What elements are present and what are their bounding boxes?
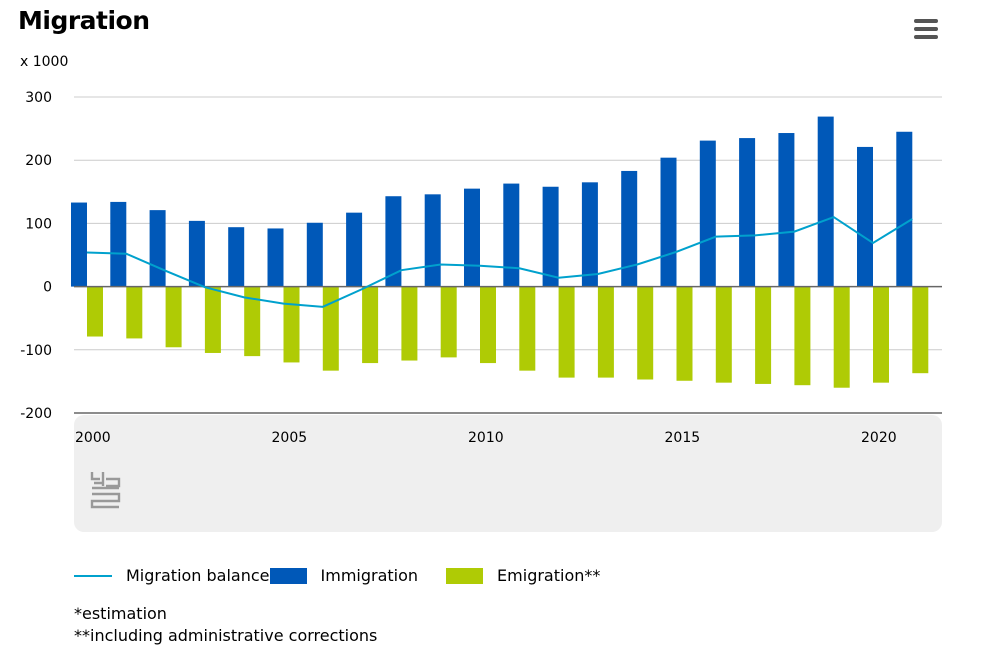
immigration-bar[interactable] — [660, 157, 677, 287]
immigration-bar[interactable] — [503, 183, 520, 287]
emigration-bar[interactable] — [676, 286, 693, 381]
immigration-bar[interactable] — [464, 188, 480, 287]
menu-bar-bottom — [914, 35, 938, 39]
footnote-corrections: **including administrative corrections — [74, 626, 378, 645]
legend-swatch-balance — [74, 574, 112, 577]
emigration-bar[interactable] — [755, 286, 772, 384]
immigration-bar[interactable] — [385, 196, 402, 287]
chart-title: Migration — [18, 6, 150, 35]
immigration-bar[interactable] — [71, 202, 87, 287]
immigration-bar[interactable] — [739, 138, 756, 287]
x-tick-label: 2020 — [861, 430, 897, 446]
emigration-bar[interactable] — [126, 286, 143, 339]
immigration-bar[interactable] — [228, 227, 245, 287]
emigration-bar[interactable] — [637, 286, 654, 380]
emigration-bar[interactable] — [322, 286, 339, 371]
emigration-bar[interactable] — [362, 286, 379, 364]
immigration-bar[interactable] — [857, 146, 873, 287]
legend-label-immigration: Immigration — [320, 566, 419, 585]
immigration-bar[interactable] — [188, 220, 205, 287]
y-tick-label: -100 — [20, 343, 52, 359]
legend-swatch-immigration — [269, 567, 307, 584]
emigration-bar[interactable] — [597, 286, 614, 378]
immigration-bar[interactable] — [542, 186, 559, 287]
immigration-bar[interactable] — [621, 170, 638, 287]
emigration-bar[interactable] — [558, 286, 575, 378]
emigration-bar[interactable] — [244, 286, 261, 357]
immigration-bar[interactable] — [896, 131, 913, 287]
legend-label-emigration: Emigration** — [497, 566, 601, 585]
emigration-bar[interactable] — [519, 286, 536, 371]
emigration-bar[interactable] — [873, 286, 889, 383]
menu-bar-top — [914, 19, 938, 23]
legend-label-balance: Migration balance — [126, 566, 270, 585]
x-tick-label: 2000 — [75, 430, 111, 446]
emigration-bar[interactable] — [204, 286, 221, 353]
immigration-bar[interactable] — [267, 228, 284, 287]
y-tick-label: 300 — [25, 90, 52, 106]
emigration-bar[interactable] — [794, 286, 811, 386]
y-tick-label: 200 — [25, 153, 52, 169]
emigration-bar[interactable] — [480, 286, 496, 364]
immigration-bar[interactable] — [581, 182, 598, 287]
emigration-bar[interactable] — [833, 286, 850, 388]
immigration-bar[interactable] — [346, 212, 363, 287]
immigration-bar[interactable] — [778, 133, 795, 287]
x-tick-label: 2015 — [665, 430, 701, 446]
migration-chart: 300 200 100 0 -100 -200 2000 2005 2010 2015 2020 — [20, 90, 942, 532]
immigration-bar[interactable] — [149, 210, 166, 287]
emigration-bar[interactable] — [912, 286, 929, 374]
chart-footer-panel — [74, 415, 942, 532]
x-tick-label: 2005 — [272, 430, 308, 446]
immigration-bar[interactable] — [306, 222, 323, 287]
legend-item-emigration[interactable]: Emigration** — [446, 566, 600, 585]
cbs-logo-icon — [90, 472, 121, 509]
footnote-estimation: *estimation — [74, 604, 167, 623]
hamburger-menu-icon[interactable] — [908, 14, 944, 46]
menu-bar-middle — [914, 27, 938, 31]
y-tick-label: -200 — [20, 406, 52, 422]
x-tick-label: 2010 — [468, 430, 504, 446]
immigration-bar[interactable] — [817, 116, 834, 287]
y-tick-label: 100 — [25, 216, 52, 232]
chart-legend: Migration balance Immigration Emigration… — [74, 566, 600, 585]
immigration-bar[interactable] — [424, 194, 441, 287]
legend-item-balance[interactable]: Migration balance — [74, 566, 270, 585]
y-tick-label: 0 — [43, 280, 52, 296]
immigration-bar[interactable] — [110, 201, 127, 287]
y-axis-unit-label: x 1000 — [20, 54, 69, 70]
immigration-bar[interactable] — [699, 140, 716, 287]
migration-balance-line — [86, 215, 913, 308]
emigration-bar[interactable] — [401, 286, 418, 361]
emigration-bar[interactable] — [440, 286, 457, 358]
legend-swatch-emigration — [446, 567, 484, 584]
emigration-bar[interactable] — [87, 286, 103, 337]
emigration-bar[interactable] — [715, 286, 732, 383]
emigration-bar[interactable] — [283, 286, 300, 363]
legend-item-immigration[interactable]: Immigration — [269, 566, 447, 585]
emigration-bar[interactable] — [165, 286, 182, 348]
